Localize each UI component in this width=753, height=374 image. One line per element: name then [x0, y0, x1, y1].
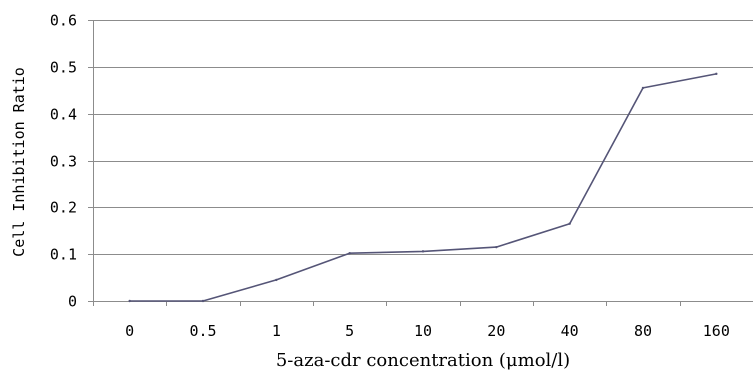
- x-tick-label: 0: [125, 322, 134, 340]
- y-axis-label: Cell Inhibition Ratio: [10, 67, 28, 257]
- y-tick-label: 0: [68, 293, 77, 311]
- y-tick-labels: 0 0.1 0.2 0.3 0.4 0.5 0.6: [50, 12, 77, 311]
- x-tick-label: 80: [634, 322, 652, 340]
- data-point: [275, 278, 278, 282]
- x-tick-label: 1: [272, 322, 281, 340]
- x-tick-label: 0.5: [189, 322, 216, 340]
- x-tick-label: 5: [345, 322, 354, 340]
- series-line: [129, 73, 717, 302]
- y-tick-label: 0.5: [50, 59, 77, 77]
- y-tick-label: 0.4: [50, 106, 77, 124]
- grid-lines: [93, 20, 753, 255]
- x-tick-label: 10: [414, 322, 432, 340]
- data-series: [128, 72, 718, 303]
- y-tick-label: 0.6: [50, 12, 77, 30]
- x-axis-label: 5-aza-cdr concentration (μmol/l): [276, 350, 570, 371]
- x-tick-labels: 0 0.5 1 5 10 20 40 80 160: [125, 322, 730, 340]
- x-tick-label: 40: [561, 322, 579, 340]
- y-tick-label: 0.1: [50, 246, 77, 264]
- x-tick-label: 20: [487, 322, 505, 340]
- data-point: [568, 222, 571, 225]
- data-point: [128, 299, 131, 303]
- y-tick-label: 0.3: [50, 153, 77, 171]
- axes: [88, 20, 753, 306]
- data-point: [201, 299, 205, 303]
- data-point: [715, 72, 718, 76]
- x-tick-label: 160: [703, 322, 730, 340]
- data-point: [421, 250, 425, 253]
- y-tick-label: 0.2: [50, 199, 77, 217]
- data-point: [348, 252, 351, 255]
- data-point: [495, 245, 498, 249]
- data-point: [641, 86, 645, 90]
